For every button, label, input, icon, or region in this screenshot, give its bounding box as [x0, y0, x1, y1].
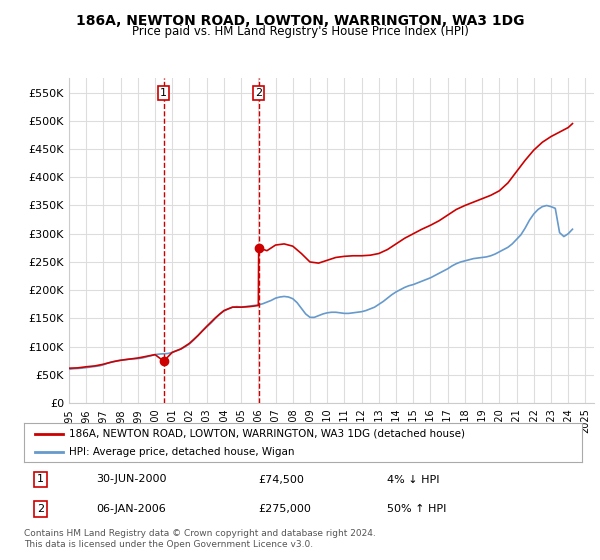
- Text: 2: 2: [255, 88, 262, 98]
- Text: 2: 2: [37, 504, 44, 514]
- Text: Contains HM Land Registry data © Crown copyright and database right 2024.
This d: Contains HM Land Registry data © Crown c…: [24, 529, 376, 549]
- Text: 06-JAN-2006: 06-JAN-2006: [97, 504, 166, 514]
- Text: £275,000: £275,000: [259, 504, 311, 514]
- Text: 4% ↓ HPI: 4% ↓ HPI: [387, 474, 439, 484]
- Text: 30-JUN-2000: 30-JUN-2000: [97, 474, 167, 484]
- Text: £74,500: £74,500: [259, 474, 304, 484]
- Text: 1: 1: [160, 88, 167, 98]
- Text: 1: 1: [37, 474, 44, 484]
- Text: Price paid vs. HM Land Registry's House Price Index (HPI): Price paid vs. HM Land Registry's House …: [131, 25, 469, 38]
- Text: HPI: Average price, detached house, Wigan: HPI: Average price, detached house, Wiga…: [68, 447, 294, 457]
- Text: 50% ↑ HPI: 50% ↑ HPI: [387, 504, 446, 514]
- Text: 186A, NEWTON ROAD, LOWTON, WARRINGTON, WA3 1DG: 186A, NEWTON ROAD, LOWTON, WARRINGTON, W…: [76, 14, 524, 28]
- Text: 186A, NEWTON ROAD, LOWTON, WARRINGTON, WA3 1DG (detached house): 186A, NEWTON ROAD, LOWTON, WARRINGTON, W…: [68, 429, 464, 439]
